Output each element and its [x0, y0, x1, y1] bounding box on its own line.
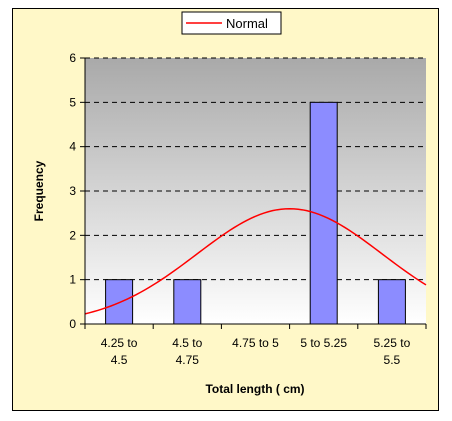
legend-label-normal: Normal: [226, 16, 268, 31]
x-tick-label: 4.25 to 4.5: [101, 336, 138, 367]
y-tick-label: 0: [69, 317, 76, 331]
x-axis-title: Total length ( cm): [205, 382, 304, 396]
bar: [105, 279, 134, 325]
legend-box: [181, 11, 282, 35]
x-tick-label: 5.25 to 5.5: [374, 336, 411, 367]
y-tick-label: 1: [69, 273, 76, 287]
x-tick-label: 4.75 to 5: [232, 336, 279, 350]
normal-curve: [84, 207, 427, 315]
bar: [377, 279, 406, 325]
y-tick-label: 2: [69, 228, 76, 242]
x-tick-label: 5 to 5.25: [300, 336, 347, 350]
y-axis-title: Frequency: [32, 160, 46, 221]
legend: Normal: [181, 11, 282, 35]
y-tick-label: 5: [69, 95, 76, 109]
y-tick-label: 3: [69, 184, 76, 198]
y-tick-label: 6: [69, 51, 76, 65]
bar: [173, 279, 202, 325]
y-tick-label: 4: [69, 140, 76, 154]
x-tick-label: 4.5 to 4.75: [172, 336, 202, 367]
